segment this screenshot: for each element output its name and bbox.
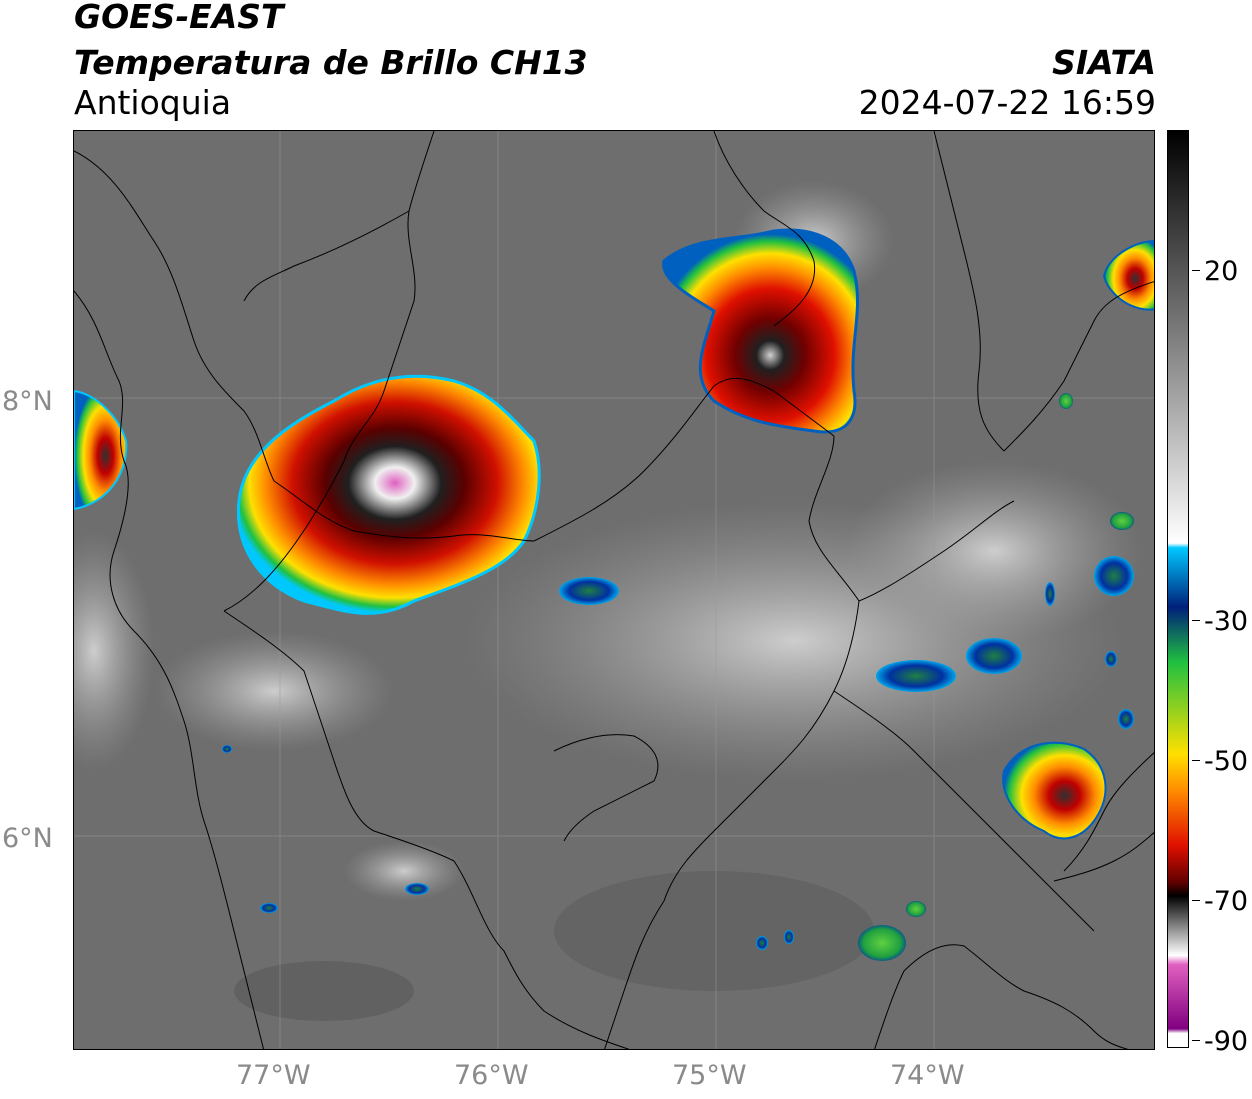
- lat-label: 8°N: [2, 386, 53, 417]
- lon-label: 75°W: [672, 1060, 747, 1091]
- colorbar: [1167, 130, 1189, 1048]
- product-title: Temperatura de Brillo CH13: [74, 43, 588, 82]
- storm-cell: [1110, 512, 1134, 530]
- storm-cell: [662, 228, 860, 434]
- colorbar-label: -30: [1204, 606, 1249, 637]
- lon-label: 76°W: [454, 1060, 529, 1091]
- lon-label: 77°W: [236, 1060, 311, 1091]
- cloud-area: [844, 461, 1144, 641]
- storm-cell: [1059, 393, 1073, 409]
- storm-cell: [1045, 582, 1055, 606]
- storm-cell: [405, 883, 429, 895]
- storm-cell: [1105, 651, 1117, 667]
- storm-cell: [222, 745, 232, 753]
- cloud-area: [154, 631, 394, 751]
- colorbar-tick: [1192, 270, 1200, 271]
- boundaries: [74, 131, 1154, 1049]
- lat-label: 6°N: [2, 823, 53, 854]
- cloud-area: [74, 531, 154, 771]
- colorbar-label: -70: [1204, 886, 1249, 917]
- dark-area: [234, 961, 414, 1021]
- storm-cell: [1118, 709, 1134, 729]
- colorbar-label: 20: [1204, 256, 1239, 287]
- colorbar-label: -50: [1204, 746, 1249, 777]
- graticule: [74, 131, 1154, 1049]
- storm-cell: [1002, 741, 1107, 840]
- region-label: Antioquia: [74, 83, 232, 122]
- storm-cell: [906, 901, 926, 917]
- map-canvas: [74, 131, 1154, 1049]
- satellite-map[interactable]: [73, 130, 1155, 1050]
- storm-cell: [1094, 556, 1134, 596]
- storm-cell: [876, 660, 956, 692]
- dark-area: [554, 871, 874, 991]
- cloud-area: [344, 841, 464, 901]
- datetime-label: 2024-07-22 16:59: [858, 83, 1156, 122]
- organization-label: SIATA: [1052, 43, 1156, 82]
- storm-cell: [559, 577, 619, 605]
- storm-cell: [236, 374, 541, 615]
- colorbar-tick: [1192, 620, 1200, 621]
- colorbar-tick: [1192, 1040, 1200, 1041]
- storm-cell: [756, 936, 768, 950]
- storm-cell: [74, 389, 128, 511]
- colorbar-label: -90: [1204, 1026, 1249, 1057]
- colorbar-tick: [1192, 900, 1200, 901]
- storm-cell: [784, 930, 794, 944]
- colorbar-tick: [1192, 760, 1200, 761]
- storm-cell: [858, 925, 906, 961]
- storm-cell: [1102, 240, 1154, 311]
- satellite-title: GOES-EAST: [74, 0, 284, 36]
- storm-cell: [966, 638, 1022, 674]
- lon-label: 74°W: [890, 1060, 965, 1091]
- storm-cell: [260, 903, 278, 913]
